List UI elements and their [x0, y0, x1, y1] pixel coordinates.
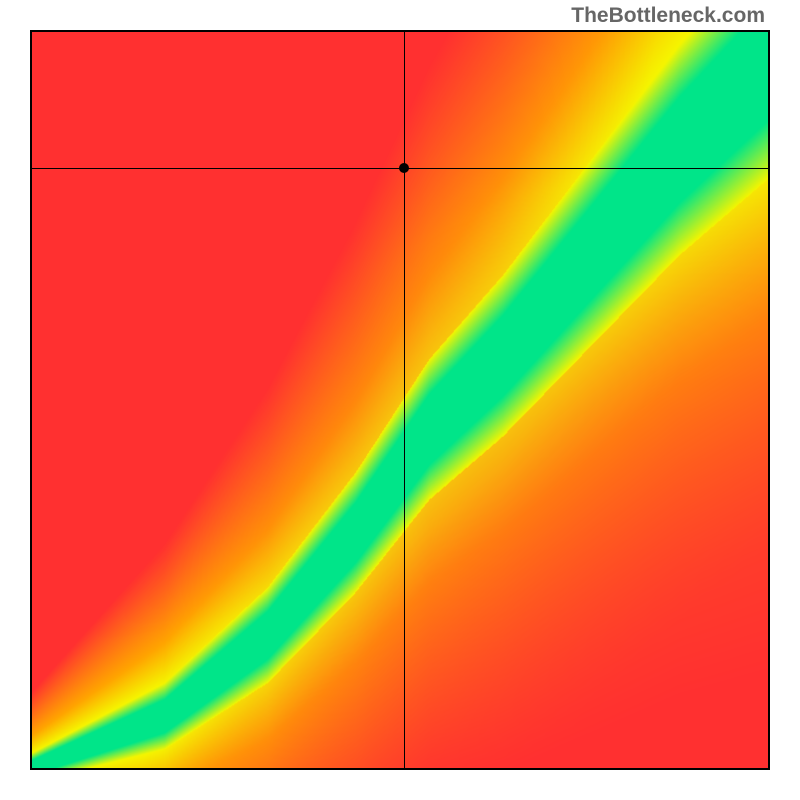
- heatmap-canvas: [32, 32, 768, 768]
- bottleneck-heatmap-chart: [30, 30, 770, 770]
- data-point-marker: [399, 163, 409, 173]
- crosshair-vertical-line: [404, 32, 405, 768]
- watermark-text: TheBottleneck.com: [571, 4, 765, 28]
